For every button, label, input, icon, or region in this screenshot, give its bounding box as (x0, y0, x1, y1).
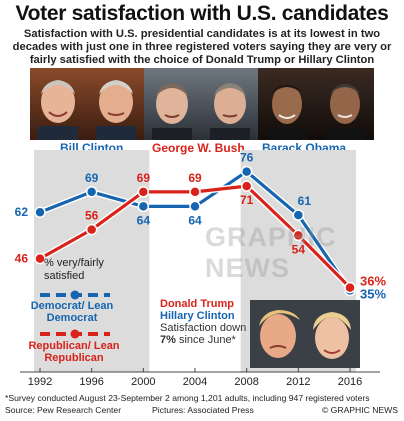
dem-value-2000: 64 (137, 213, 151, 227)
satisfaction-note-post: since June* (178, 334, 236, 346)
rep-point-2016 (344, 281, 356, 294)
series-democrat (34, 165, 356, 297)
clinton-label: Hillary Clinton (160, 310, 235, 322)
portrait-strip (30, 68, 374, 140)
x-tick-label-2016: 2016 (338, 376, 362, 388)
rep-point-2012 (292, 229, 305, 242)
pictures-credit: Pictures: Associated Press (152, 405, 254, 415)
dem-point-2004 (189, 200, 201, 213)
dem-value-2012: 61 (298, 194, 312, 208)
x-tick-label-2004: 2004 (183, 376, 207, 388)
rep-point-1992 (34, 252, 46, 265)
dem-point-2000 (137, 200, 150, 213)
x-tick-label-1992: 1992 (28, 376, 52, 388)
portraits-svg (30, 68, 374, 140)
x-tick-label-2000: 2000 (131, 376, 155, 388)
rep-value-2012: 54 (292, 242, 306, 256)
obama-portrait-2 (316, 68, 374, 140)
rep-value-1992: 46 (15, 252, 29, 266)
x-tick-label-2008: 2008 (234, 376, 258, 388)
rep-value-1996: 56 (85, 209, 99, 223)
source: Source: Pew Research Center (5, 405, 122, 415)
series-republican (34, 180, 356, 294)
trump-portrait (259, 310, 300, 358)
watermark: GRAPHIC NEWS (205, 222, 337, 283)
rep-point-2000 (137, 186, 150, 198)
legend-democrat: Democrat/ Lean Democrat (30, 300, 114, 324)
satisfaction-note-pre: Satisfaction down (160, 322, 247, 334)
rep-point-1996 (85, 223, 98, 236)
hillary-portrait (313, 312, 351, 359)
satisfaction-note-value: 7% (160, 334, 176, 346)
obama-portrait-1 (258, 68, 316, 140)
satisfaction-note: Satisfaction down 7% since June* (160, 322, 258, 346)
dem-point-1992 (34, 206, 46, 218)
chart-title: Voter satisfaction with U.S. candidates (15, 2, 389, 25)
dem-value-1992: 62 (15, 205, 29, 219)
bush-portrait-2 (201, 68, 258, 140)
dem-value-2008: 76 (240, 151, 254, 165)
dem-value-2004: 64 (188, 213, 202, 227)
legend-dem-swatch (40, 290, 110, 300)
dem-value-1996: 69 (85, 171, 99, 185)
rep-point-2004 (189, 186, 201, 198)
x-tick-label-2012: 2012 (286, 376, 310, 388)
legend-rep-swatch (40, 329, 110, 339)
rep-value-2000: 69 (137, 171, 151, 185)
matchup-note: Donald Trump Hillary Clinton Satisfactio… (160, 298, 258, 346)
legend-republican: Republican/ Lean Republican (28, 340, 120, 364)
rep-value-2016: 36% (360, 274, 386, 289)
data-labels: 62 69 64 64 76 61 35% 46 56 69 69 71 54 36% (15, 151, 387, 302)
footnote: *Survey conducted August 23-September 2 … (5, 393, 370, 403)
dem-point-2008 (240, 165, 253, 178)
bush-portrait-1 (144, 68, 201, 140)
trump-label: Donald Trump (160, 298, 234, 310)
rep-value-2008: 71 (240, 193, 254, 207)
graphic-credit: © GRAPHIC NEWS (321, 405, 398, 415)
x-axis: 1992 1996 2000 2004 2008 2012 2016 (20, 368, 380, 388)
clinton-portrait-1 (30, 68, 87, 140)
dem-point-1996 (85, 186, 98, 198)
rep-point-2008 (240, 180, 253, 192)
candidate-label-bush: George W. Bush (152, 141, 245, 155)
chart-subtitle: Satisfaction with U.S. presidential cand… (12, 28, 392, 66)
rep-value-2004: 69 (188, 171, 202, 185)
dem-point-2012 (292, 209, 305, 221)
x-tick-label-1996: 1996 (79, 376, 103, 388)
dem-value-2016: 35% (360, 287, 386, 302)
clinton-portrait-2 (87, 68, 144, 140)
legend-measure: % very/fairly satisfied (44, 257, 104, 282)
trump-clinton-photo (250, 300, 360, 368)
